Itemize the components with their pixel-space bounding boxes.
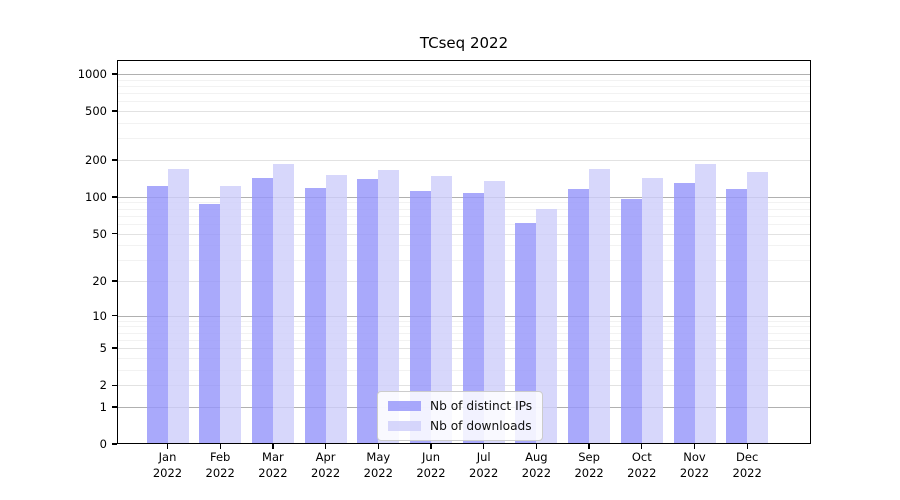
- y-tick: [112, 159, 117, 161]
- y-tick-label: 100: [85, 189, 107, 204]
- x-tick: [219, 444, 221, 449]
- legend-item-distinct-ips: Nb of distinct IPs: [388, 399, 532, 413]
- y-tick-label: 200: [85, 153, 107, 167]
- y-tick: [112, 347, 117, 349]
- x-tick-label: Nov 2022: [679, 450, 710, 480]
- legend-swatch-distinct-ips: [388, 401, 421, 411]
- x-tick-label: Dec 2022: [732, 450, 762, 480]
- gridline-mid: [117, 111, 811, 113]
- x-tick: [272, 444, 274, 449]
- bar-downloads-jan: [167, 169, 189, 444]
- x-tick: [746, 444, 748, 449]
- gridline-minor: [117, 93, 811, 95]
- x-tick-label: Jan 2022: [152, 450, 183, 480]
- bar-distinct-ips-aug: [515, 223, 537, 444]
- x-tick-label: Aug 2022: [521, 450, 552, 480]
- y-tick-label: 1000: [77, 67, 107, 81]
- bar-distinct-ips-apr: [304, 188, 326, 444]
- bar-distinct-ips-oct: [620, 198, 642, 444]
- y-tick: [112, 384, 117, 386]
- legend-label-downloads: Nb of downloads: [430, 419, 532, 433]
- x-tick: [588, 444, 590, 449]
- gridline-minor: [117, 86, 811, 87]
- bar-downloads-nov: [694, 163, 716, 444]
- gridline-mid: [117, 160, 811, 161]
- bar-distinct-ips-jul: [462, 193, 484, 444]
- legend-label-distinct-ips: Nb of distinct IPs: [430, 399, 533, 413]
- bar-distinct-ips-jun: [410, 190, 431, 444]
- bar-downloads-jul: [483, 180, 505, 444]
- bar-distinct-ips-may: [357, 179, 379, 444]
- bar-downloads-aug: [536, 208, 558, 444]
- y-tick: [112, 232, 117, 235]
- gridline-minor: [117, 79, 811, 81]
- x-tick-label: Oct 2022: [627, 450, 657, 480]
- gridline-major: [117, 74, 811, 75]
- bar-downloads-feb: [220, 186, 242, 444]
- x-tick: [483, 444, 485, 449]
- bar-downloads-apr: [325, 174, 347, 444]
- bar-distinct-ips-mar: [251, 178, 273, 444]
- x-tick-label: Jul 2022: [469, 450, 499, 480]
- y-tick-label: 1: [99, 399, 107, 414]
- bar-downloads-may: [378, 170, 400, 444]
- y-tick: [112, 314, 117, 317]
- bar-distinct-ips-dec: [726, 188, 748, 444]
- bar-distinct-ips-sep: [568, 189, 590, 444]
- bar-downloads-oct: [641, 178, 663, 444]
- y-tick-label: 2: [99, 378, 107, 393]
- x-tick: [535, 444, 538, 449]
- x-tick: [430, 444, 432, 449]
- bar-downloads-sep: [589, 168, 611, 444]
- x-tick: [166, 444, 169, 449]
- y-tick-label: 10: [92, 308, 107, 323]
- x-tick: [324, 444, 327, 449]
- bar-distinct-ips-nov: [673, 182, 695, 444]
- y-tick: [112, 280, 117, 282]
- legend: Nb of distinct IPs Nb of downloads: [377, 391, 544, 441]
- y-tick: [112, 196, 117, 198]
- y-tick-label: 50: [92, 226, 107, 241]
- chart-title: TCseq 2022: [419, 34, 509, 52]
- y-tick-label: 0: [99, 437, 107, 451]
- legend-swatch-downloads: [388, 421, 421, 431]
- gridline-minor: [117, 138, 811, 140]
- bar-downloads-jun: [431, 176, 452, 444]
- plot-area: Nb of distinct IPs Nb of downloads: [117, 60, 811, 444]
- y-tick-label: 20: [92, 274, 107, 288]
- bar-distinct-ips-jan: [146, 185, 168, 444]
- y-tick-label: 5: [99, 341, 107, 356]
- x-tick: [641, 444, 643, 449]
- x-tick: [377, 444, 379, 449]
- x-tick: [693, 444, 696, 449]
- y-tick: [112, 443, 117, 445]
- y-tick-label: 500: [85, 104, 107, 119]
- legend-item-downloads: Nb of downloads: [388, 419, 532, 433]
- y-tick: [112, 406, 117, 408]
- y-tick: [112, 110, 117, 112]
- x-tick-label: Feb 2022: [205, 450, 235, 480]
- x-tick-label: Mar 2022: [258, 450, 288, 480]
- bar-downloads-dec: [747, 171, 769, 444]
- y-tick: [112, 73, 117, 75]
- bar-downloads-mar: [272, 164, 294, 444]
- bar-distinct-ips-feb: [199, 203, 221, 444]
- gridline-minor: [117, 123, 811, 124]
- x-tick-label: May 2022: [363, 450, 393, 480]
- gridline-minor: [117, 101, 811, 103]
- x-tick-label: Sep 2022: [574, 450, 604, 480]
- x-tick-label: Apr 2022: [310, 450, 341, 480]
- x-tick-label: Jun 2022: [416, 450, 446, 480]
